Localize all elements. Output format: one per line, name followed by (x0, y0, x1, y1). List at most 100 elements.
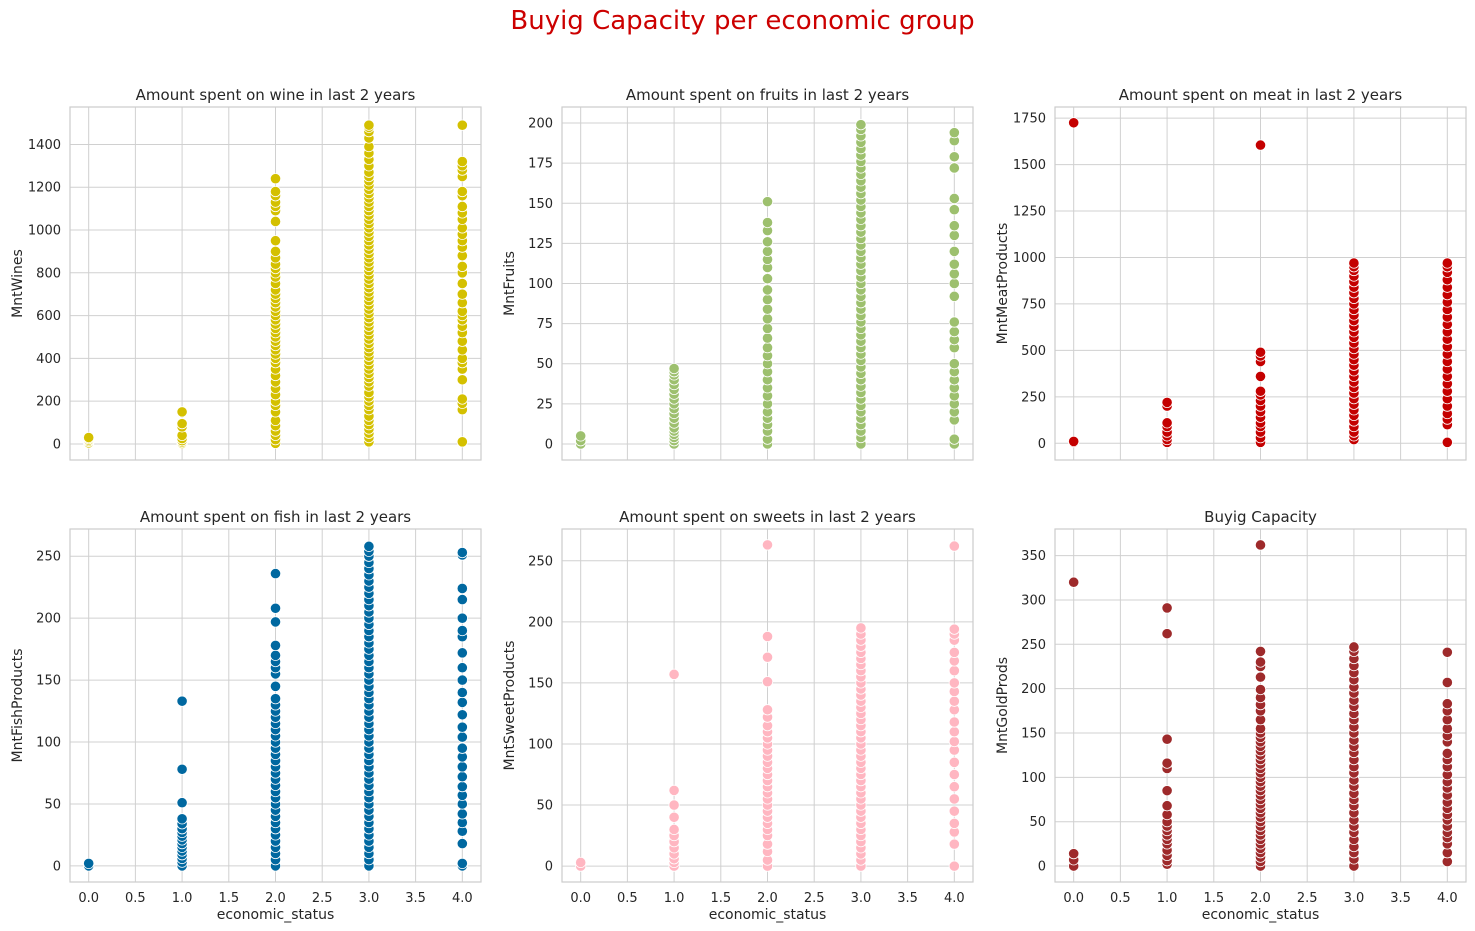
data-point (176, 797, 188, 809)
data-point (456, 742, 468, 754)
y-tick-label: 1000 (1013, 251, 1046, 266)
data-point (456, 838, 468, 850)
y-tick-label: 200 (1021, 682, 1046, 697)
x-tick-label: 3.0 (851, 891, 872, 906)
data-point (456, 771, 468, 783)
data-point (269, 693, 282, 705)
data-point (1254, 139, 1267, 151)
y-tick-label: 150 (528, 197, 553, 212)
y-axis-label: MntFishProducts (10, 649, 26, 763)
data-point (761, 284, 774, 296)
axes-frame (561, 528, 974, 883)
axes-frame (1054, 528, 1467, 883)
data-point (269, 616, 282, 628)
data-point (948, 665, 960, 677)
y-tick-label: 0 (53, 859, 61, 874)
y-tick-label: 50 (536, 799, 553, 814)
y-axis-label: MntWines (10, 249, 26, 318)
data-point (1441, 646, 1453, 658)
data-point (456, 119, 468, 131)
data-point (1348, 257, 1360, 269)
x-tick-label: 0.5 (617, 891, 638, 906)
data-point (948, 204, 960, 216)
y-tick-label: 25 (536, 397, 553, 412)
data-point (948, 695, 960, 707)
data-point (456, 260, 468, 272)
y-tick-label: 50 (1029, 815, 1046, 830)
data-point (948, 805, 960, 817)
data-point (948, 326, 960, 338)
y-tick-label: 250 (1021, 638, 1046, 653)
data-point (948, 229, 960, 241)
data-point (761, 216, 774, 229)
x-tick-label: 2.5 (1297, 891, 1318, 906)
x-tick-label: 4.0 (452, 891, 473, 906)
subplot-5: 0 50 100 150 200 250 0.0 0.5 1.0 1.5 2.0 2.5 3.0 3.5 4… (502, 508, 974, 923)
data-point (1161, 757, 1173, 769)
subplot-title: Amount spent on wine in last 2 years (136, 86, 416, 104)
data-point (269, 173, 282, 185)
data-point (269, 185, 282, 198)
data-point (456, 185, 468, 198)
data-point (948, 646, 960, 658)
data-point (1441, 257, 1453, 269)
y-tick-label: 200 (528, 615, 553, 630)
subplot-1: 0 200 400 600 800 1000 1200 1400 Amount spent on… (10, 86, 482, 461)
data-point (948, 277, 960, 290)
data-point (948, 838, 960, 850)
y-tick-label: 150 (36, 674, 61, 689)
data-point (363, 119, 375, 131)
data-point (1161, 417, 1173, 429)
x-tick-label: 1.5 (710, 891, 731, 906)
data-point (456, 612, 468, 624)
data-point (1441, 436, 1453, 448)
data-point (948, 358, 960, 370)
data-point (668, 823, 680, 836)
y-tick-label: 350 (1021, 549, 1046, 564)
data-point (1161, 800, 1173, 812)
x-tick-label: 0.5 (1110, 891, 1131, 906)
data-point (761, 293, 774, 306)
x-tick-label: 3.5 (405, 891, 426, 906)
data-point (456, 857, 468, 870)
data-point (948, 540, 960, 552)
y-tick-label: 300 (1021, 593, 1046, 608)
data-point (456, 288, 468, 300)
data-point (761, 303, 774, 315)
y-tick-label: 75 (536, 317, 553, 332)
y-tick-label: 175 (528, 157, 553, 172)
data-point (761, 332, 774, 344)
data-point (456, 393, 468, 405)
y-tick-label: 750 (1021, 297, 1046, 312)
data-point (948, 162, 960, 174)
data-point (456, 696, 468, 709)
subplot-title: Amount spent on sweets in last 2 years (619, 508, 916, 526)
x-tick-label: 3.0 (1344, 891, 1365, 906)
data-point (1254, 370, 1267, 382)
y-tick-label: 0 (545, 437, 553, 452)
data-point (83, 857, 95, 870)
data-point (456, 686, 468, 699)
x-axis-label: economic_status (217, 907, 335, 923)
data-point (948, 726, 960, 738)
data-point (269, 639, 282, 652)
x-tick-label: 4.0 (944, 891, 965, 906)
data-point (176, 406, 188, 418)
data-point (269, 602, 282, 614)
data-point (948, 151, 960, 163)
data-point (1441, 747, 1453, 759)
data-point (269, 567, 282, 580)
data-point (456, 709, 468, 721)
data-point (1254, 656, 1267, 668)
data-point (948, 268, 960, 280)
data-point (668, 799, 680, 811)
y-tick-label: 1400 (28, 138, 61, 153)
x-tick-label: 3.0 (359, 891, 380, 906)
data-point (948, 817, 960, 829)
data-point (948, 781, 960, 793)
y-tick-label: 600 (36, 309, 61, 324)
data-point (456, 781, 468, 793)
data-point (761, 676, 774, 688)
y-tick-label: 100 (528, 277, 553, 292)
